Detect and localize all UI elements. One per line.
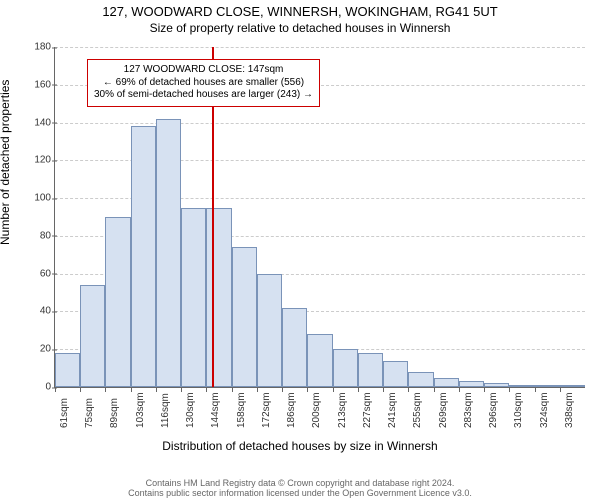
histogram-bar	[484, 383, 509, 387]
y-tick: 0	[23, 382, 51, 393]
x-tick: 255sqm	[412, 392, 423, 428]
x-tick: 158sqm	[236, 392, 247, 428]
y-tick: 100	[23, 193, 51, 204]
x-tick: 310sqm	[513, 392, 524, 428]
footer-line-1: Contains HM Land Registry data © Crown c…	[146, 478, 455, 488]
callout-line: 30% of semi-detached houses are larger (…	[94, 89, 313, 102]
x-tick: 130sqm	[185, 392, 196, 428]
histogram-bar	[383, 361, 408, 387]
y-tick: 140	[23, 117, 51, 128]
histogram-bar	[560, 385, 585, 387]
chart-subtitle: Size of property relative to detached ho…	[0, 21, 600, 35]
plot-area: 02040608010012014016018061sqm75sqm89sqm1…	[54, 47, 585, 388]
x-tick: 172sqm	[261, 392, 272, 428]
histogram-bar	[307, 334, 332, 387]
x-tick: 116sqm	[160, 393, 171, 428]
x-tick: 324sqm	[539, 392, 550, 428]
x-axis-label: Distribution of detached houses by size …	[0, 439, 600, 453]
x-tick: 241sqm	[387, 392, 398, 428]
histogram-bar	[434, 378, 459, 387]
callout-box: 127 WOODWARD CLOSE: 147sqm← 69% of detac…	[87, 59, 320, 107]
histogram-bar	[156, 119, 181, 387]
histogram-bar	[282, 308, 307, 387]
x-tick: 61sqm	[59, 398, 70, 428]
y-tick: 40	[23, 306, 51, 317]
y-tick: 120	[23, 155, 51, 166]
x-tick: 269sqm	[438, 392, 449, 428]
x-tick: 213sqm	[337, 392, 348, 428]
footer-attribution: Contains HM Land Registry data © Crown c…	[0, 478, 600, 498]
histogram-bar	[358, 353, 383, 387]
x-tick: 186sqm	[286, 392, 297, 428]
x-tick: 144sqm	[210, 392, 221, 428]
histogram-bar	[333, 349, 358, 387]
y-axis-label: Number of detached properties	[0, 80, 12, 245]
histogram-bar	[257, 274, 282, 387]
y-tick: 60	[23, 268, 51, 279]
histogram-bar	[535, 385, 560, 387]
histogram-bar	[181, 208, 206, 387]
x-tick: 338sqm	[564, 392, 575, 428]
callout-line: ← 69% of detached houses are smaller (55…	[94, 77, 313, 90]
footer-line-2: Contains public sector information licen…	[128, 488, 472, 498]
x-tick: 103sqm	[135, 392, 146, 428]
callout-line: 127 WOODWARD CLOSE: 147sqm	[94, 64, 313, 77]
histogram-bar	[80, 285, 105, 387]
chart-title: 127, WOODWARD CLOSE, WINNERSH, WOKINGHAM…	[0, 4, 600, 19]
histogram-bar	[206, 208, 231, 387]
x-tick: 75sqm	[84, 398, 95, 428]
y-tick: 180	[23, 42, 51, 53]
histogram-bar	[509, 385, 534, 387]
y-tick: 20	[23, 344, 51, 355]
histogram-bar	[105, 217, 130, 387]
x-tick: 283sqm	[463, 392, 474, 428]
histogram-bar	[459, 381, 484, 387]
histogram-bar	[55, 353, 80, 387]
chart-container: Number of detached properties 0204060801…	[0, 35, 600, 455]
histogram-bar	[408, 372, 433, 387]
y-tick: 160	[23, 79, 51, 90]
x-tick: 89sqm	[109, 398, 120, 428]
histogram-bar	[232, 247, 257, 387]
x-tick: 200sqm	[311, 392, 322, 428]
histogram-bar	[131, 126, 156, 387]
x-tick: 296sqm	[488, 392, 499, 428]
x-tick: 227sqm	[362, 392, 373, 428]
y-tick: 80	[23, 230, 51, 241]
